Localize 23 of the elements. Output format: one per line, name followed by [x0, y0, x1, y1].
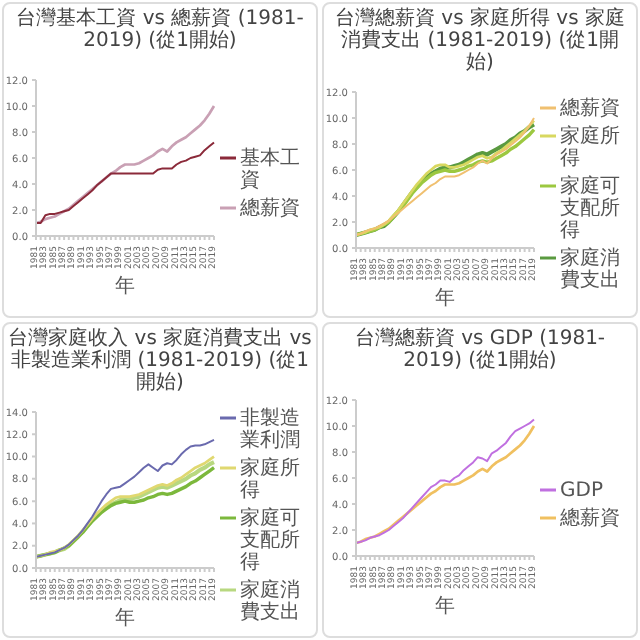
line-series — [34, 104, 216, 225]
legend-label: 總薪資 — [240, 198, 300, 220]
line-series — [35, 437, 215, 557]
chart-title: 台灣基本工資 vs 總薪資 (1981-2019) (從1開始) — [14, 5, 306, 52]
legend-label: GDP — [560, 479, 603, 501]
legend-label: 家庭可支配所得 — [240, 507, 302, 573]
x-axis-title: 年 — [115, 605, 135, 629]
chart-title: 台灣家庭收入 vs 家庭消費支出 vs 非製造業利潤 (1981-2019) (從1開始) — [6, 325, 314, 394]
legend-label: 家庭消費支出 — [560, 248, 622, 292]
legend-label: 總薪資 — [560, 98, 620, 120]
legend-label: 家庭所得 — [560, 126, 622, 170]
x-axis-title: 年 — [435, 285, 455, 309]
legend-label: 非製造業利潤 — [240, 407, 302, 451]
x-axis-title: 年 — [435, 594, 455, 618]
legend-label: 總薪資 — [560, 507, 620, 529]
x-axis-title: 年 — [115, 274, 135, 298]
line-series — [35, 141, 215, 224]
chart-title: 台灣總薪資 vs GDP (1981-2019) (從1開始) — [352, 325, 608, 372]
legend-label: 家庭所得 — [240, 457, 302, 501]
chart-title: 台灣總薪資 vs 家庭所得 vs 家庭消費支出 (1981-2019) (從1開始) — [333, 5, 627, 74]
legend-label: 家庭消費支出 — [240, 579, 302, 623]
legend-label: 家庭可支配所得 — [560, 176, 622, 242]
legend-label: 基本工資 — [240, 148, 302, 192]
